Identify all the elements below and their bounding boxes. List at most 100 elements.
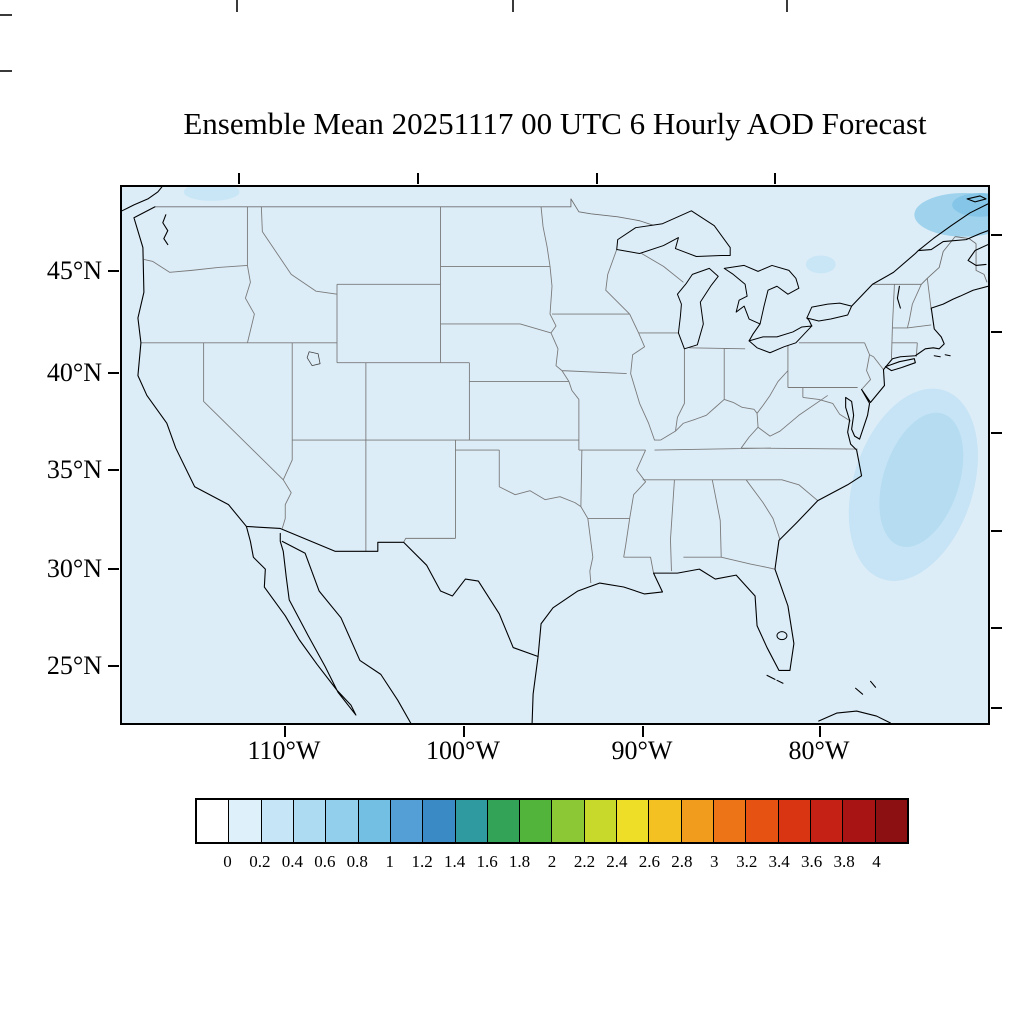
- colorbar-tick-label: 1.6: [476, 852, 498, 871]
- lat-label-30n: 30°N: [46, 554, 102, 583]
- coastlines: [122, 187, 988, 723]
- colorbar-cell: [617, 800, 650, 842]
- colorbar-cell: [293, 800, 327, 842]
- map-plot: 45°N 40°N 35°N 30°N 25°N 110°W 100°W 90°…: [47, 173, 1002, 765]
- colorbar-cell: [455, 800, 488, 842]
- colorbar-tick-label: 2: [547, 852, 557, 871]
- colorbar-tick-label: 3: [710, 852, 719, 871]
- lat-tick-right: [991, 627, 1002, 629]
- colorbar-cell: [520, 800, 553, 842]
- lat-label-35n: 35°N: [46, 455, 102, 484]
- lat-tick-45n: [108, 270, 119, 272]
- colorbar-tick-label: 2.4: [606, 852, 628, 871]
- lat-tick-right: [991, 234, 1002, 236]
- lat-tick-35n: [108, 469, 119, 471]
- colorbar-tick-label: 1.8: [508, 852, 531, 871]
- lat-label-45n: 45°N: [46, 256, 102, 285]
- colorbar-tick-label: 3.6: [801, 852, 823, 871]
- colorbar-labels: 0 0.2 0.4 0.6 0.8 1 1.2 1.4 1.6 1.8 2 2.2 2.4 2.6 2.8 3…: [195, 852, 909, 874]
- colorbar-cell: [423, 800, 456, 842]
- canada-atlantic-bits: [966, 195, 988, 266]
- mexico-east-coast: [531, 655, 539, 723]
- colorbar-cell: [778, 800, 811, 842]
- lake-connectors: [748, 317, 813, 342]
- colorbar-cell: [843, 800, 876, 842]
- colorbar-tick-label: 0.2: [249, 852, 271, 871]
- lon-tick-top: [596, 173, 598, 184]
- frame-tick: [786, 0, 788, 12]
- colorbar-tick-label: 3.4: [768, 852, 790, 871]
- lake-okeechobee: [776, 631, 788, 641]
- colorbar: 0 0.2 0.4 0.6 0.8 1 1.2 1.4 1.6 1.8 2 2.2 2.4 2.6 2.8 3…: [195, 798, 909, 871]
- mexico-west-coast: [281, 540, 412, 723]
- lat-label-40n: 40°N: [46, 358, 102, 387]
- frame-tick: [236, 0, 238, 12]
- lon-tick-110w: [284, 726, 286, 737]
- colorbar-cell: [714, 800, 747, 842]
- lake-champlain: [896, 285, 901, 309]
- colorbar-cell: [197, 800, 230, 842]
- colorbar-tick-label: 0: [223, 852, 232, 871]
- baja-california: [245, 525, 357, 716]
- lake-superior: [616, 210, 731, 257]
- colorbar-cells: [195, 798, 909, 844]
- aod-patches: [183, 187, 988, 581]
- colorbar-tick-label: 2.2: [573, 852, 596, 871]
- lon-tick-top: [774, 173, 776, 184]
- lake-michigan: [676, 267, 719, 350]
- lon-tick-top: [417, 173, 419, 184]
- lon-label-100w: 100°W: [426, 736, 500, 765]
- lat-tick-right: [991, 530, 1002, 532]
- colorbar-cell: [261, 800, 294, 842]
- colorbar-cell: [487, 800, 521, 842]
- lon-tick-80w: [819, 726, 821, 737]
- conus-outline: [133, 206, 988, 671]
- long-island: [884, 358, 916, 372]
- colorbar-cell: [875, 800, 907, 842]
- colorbar-cell: [390, 800, 424, 842]
- colorbar-tick-label: 1.2: [411, 852, 433, 871]
- lon-tick-top: [238, 173, 240, 184]
- pacific-northwest-bits: [122, 187, 169, 246]
- st-lawrence: [851, 203, 988, 307]
- cuba-bahamas: [818, 680, 891, 723]
- colorbar-tick-label: 2.8: [671, 852, 693, 871]
- new-england-islands: [933, 354, 951, 358]
- colorbar-cell: [358, 800, 391, 842]
- lat-tick-40n: [108, 372, 119, 374]
- colorbar-tick-label: 1.4: [444, 852, 466, 871]
- great-lakes: [306, 210, 853, 641]
- lon-tick-90w: [642, 726, 644, 737]
- lat-tick-right: [991, 432, 1002, 434]
- lake-huron: [723, 264, 800, 325]
- frame-tick: [512, 0, 514, 12]
- us-map: [122, 187, 988, 723]
- colorbar-cell: [681, 800, 714, 842]
- lat-tick-right: [991, 707, 1002, 709]
- international-borders: [154, 198, 988, 285]
- colorbar-tick-label: 0.6: [314, 852, 336, 871]
- florida-keys: [766, 674, 784, 684]
- great-salt-lake: [306, 351, 321, 367]
- colorbar-tick-label: 3.2: [736, 852, 758, 871]
- lon-label-90w: 90°W: [611, 736, 673, 765]
- frame-tick: [0, 70, 12, 72]
- lon-label-80w: 80°W: [788, 736, 850, 765]
- colorbar-tick-label: 3.8: [833, 852, 855, 871]
- plot-title: Ensemble Mean 20251117 00 UTC 6 Hourly A…: [183, 106, 927, 141]
- lat-tick-25n: [108, 665, 119, 667]
- lat-label-25n: 25°N: [46, 651, 102, 680]
- colorbar-tick-label: 4: [872, 852, 881, 871]
- colorbar-cell: [229, 800, 262, 842]
- colorbar-cell: [584, 800, 618, 842]
- colorbar-cell: [326, 800, 359, 842]
- lon-label-110w: 110°W: [247, 736, 321, 765]
- lon-tick-100w: [463, 726, 465, 737]
- colorbar-tick-label: 2.6: [638, 852, 660, 871]
- colorbar-tick-label: 0.8: [346, 852, 368, 871]
- colorbar-tick-label: 0.4: [281, 852, 303, 871]
- colorbar-tick-label: 1: [385, 852, 394, 871]
- colorbar-cell: [552, 800, 585, 842]
- colorbar-cell: [746, 800, 779, 842]
- colorbar-cell: [810, 800, 844, 842]
